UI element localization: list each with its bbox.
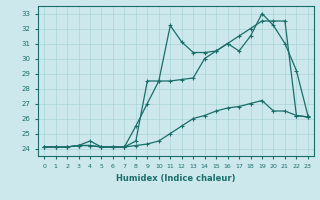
X-axis label: Humidex (Indice chaleur): Humidex (Indice chaleur) [116,174,236,183]
